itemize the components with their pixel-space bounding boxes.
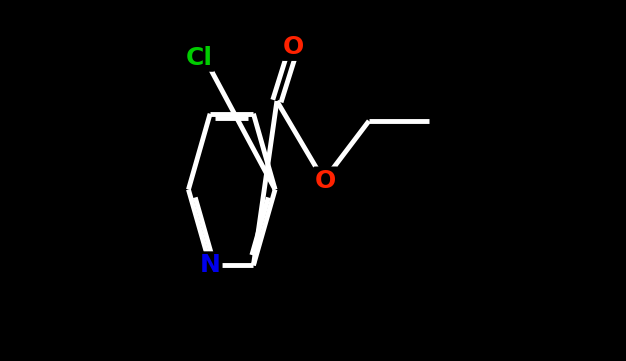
Text: O: O: [283, 35, 304, 59]
Text: N: N: [200, 253, 220, 277]
Text: Cl: Cl: [186, 46, 213, 70]
Text: O: O: [315, 169, 336, 192]
